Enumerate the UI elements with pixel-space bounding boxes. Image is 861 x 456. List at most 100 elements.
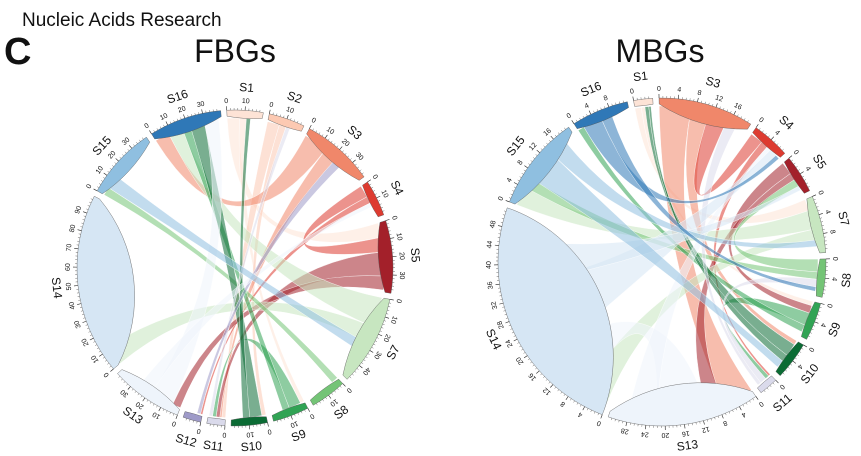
minor-tick [816,206,819,208]
minor-tick [790,363,793,366]
tick-mark [127,386,131,390]
tick-label: 28 [620,426,629,435]
tick-mark [536,370,540,374]
tick-mark [142,397,146,402]
tick-mark [309,124,312,129]
sector-label: S7 [835,210,852,228]
minor-tick [533,157,535,159]
chord [648,106,788,362]
tick-label: 16 [733,102,743,112]
sector-label: S2 [285,88,304,106]
minor-tick [333,143,336,145]
minor-tick [820,217,823,219]
sector-label: S3 [704,74,722,92]
minor-tick [104,360,107,362]
minor-tick [169,412,171,415]
sector-label: S16 [578,79,603,100]
minor-tick [187,115,189,118]
tick-mark [755,124,759,128]
minor-tick [146,399,149,402]
tick-mark [495,283,500,285]
tick-label: 8 [517,159,525,166]
minor-tick [294,414,296,417]
minor-tick [732,409,734,412]
tick-mark [505,200,510,203]
tick-mark [513,338,518,342]
minor-tick [532,364,535,367]
minor-tick [712,103,714,107]
tick-label: 10 [151,410,161,420]
minor-tick [101,180,103,182]
tick-label: 16 [681,429,690,437]
minor-tick [793,162,796,165]
sector-arc [607,382,757,427]
minor-tick [597,413,599,416]
tick-label: 0 [345,386,353,394]
tick-mark [703,420,705,425]
minor-tick [813,325,816,327]
tick-mark [158,407,161,412]
minor-tick [159,126,162,129]
tick-label: 12 [701,425,710,434]
minor-tick [156,128,159,131]
tick-label: 0 [310,117,317,125]
minor-tick [383,320,386,322]
tick-label: 4 [740,410,747,418]
minor-tick [512,190,515,192]
minor-tick [554,134,557,137]
minor-tick [367,353,370,355]
minor-tick [354,163,357,166]
tick-mark [803,344,808,348]
sector-label: S7 [383,342,402,362]
tick-mark [792,360,797,364]
minor-tick [300,122,302,125]
minor-tick [379,330,382,332]
diagram-title: MBGs [616,33,705,69]
minor-tick [535,367,537,370]
minor-tick [719,106,721,109]
chord [221,121,280,418]
tick-label: 10 [289,419,299,428]
tick-mark [93,188,98,192]
tick-mark [359,365,363,369]
minor-tick [723,107,725,110]
minor-tick [112,165,114,167]
minor-tick [191,114,192,117]
minor-tick [802,175,805,178]
tick-mark [571,120,575,124]
tick-mark [565,396,569,400]
tick-mark [267,422,269,427]
tick-label: 8 [828,229,836,234]
tick-label: 0 [269,101,274,109]
tick-mark [339,146,343,150]
tick-label: 30 [121,137,132,147]
sector-label: S14 [49,276,65,299]
tick-label: 0 [757,117,764,125]
tick-mark [324,134,328,139]
tick-mark [800,171,804,175]
minor-tick [504,314,507,316]
tick-mark [497,225,502,227]
sector-label: S9 [289,426,308,444]
minor-tick [619,101,621,104]
minor-tick [795,166,798,168]
minor-tick [371,347,374,349]
tick-mark [149,130,152,135]
minor-tick [122,154,124,156]
tick-label: 4 [577,410,584,418]
tick-label: 0 [629,88,634,96]
minor-tick [356,368,359,370]
minor-tick [549,140,551,142]
minor-tick [347,155,350,158]
tick-label: 4 [830,277,837,282]
tick-label: 10 [95,165,105,175]
minor-tick [710,418,712,421]
chord [600,114,817,292]
minor-tick [782,372,785,375]
minor-tick [813,199,816,201]
minor-tick [819,307,822,308]
tick-mark [77,229,82,231]
sector-arc [377,220,394,294]
tick-mark [775,379,779,384]
